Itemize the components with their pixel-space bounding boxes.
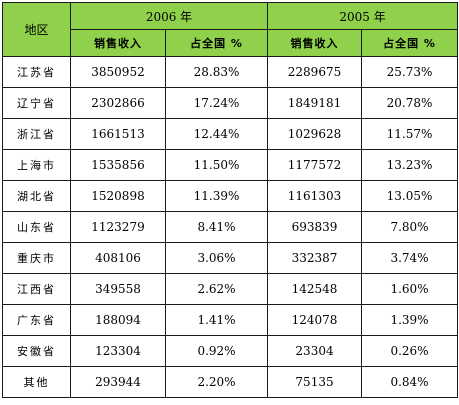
year-2005-header: 2005 年 — [267, 2, 459, 30]
table-row: 浙江省 1661513 12.44% 1029628 11.57% — [2, 118, 459, 150]
revenue-2005-cell: 23304 — [267, 335, 363, 367]
table-row: 辽宁省 2302866 17.24% 1849181 20.78% — [2, 87, 459, 119]
share-2005-cell: 3.74% — [361, 242, 459, 274]
share-2006-cell: 12.44% — [164, 118, 269, 150]
year-2006-header: 2006 年 — [69, 2, 269, 30]
revenue-2006-cell: 408106 — [70, 242, 166, 274]
table-row: 广东省 188094 1.41% 124078 1.39% — [2, 304, 459, 336]
revenue-2005-cell: 693839 — [267, 211, 363, 243]
region-cell: 辽宁省 — [2, 87, 71, 119]
share-2006-cell: 2.20% — [164, 366, 269, 398]
region-cell: 江苏省 — [2, 56, 71, 88]
share-2005-cell: 13.05% — [361, 180, 459, 212]
share-2006-cell: 3.06% — [164, 242, 269, 274]
revenue-2005-cell: 142548 — [267, 273, 363, 305]
revenue-2006-cell: 1520898 — [70, 180, 166, 212]
revenue-2005-cell: 1161303 — [267, 180, 363, 212]
region-cell: 山东省 — [2, 211, 71, 243]
share-2006-cell: 8.41% — [164, 211, 269, 243]
revenue-2006-cell: 293944 — [70, 366, 166, 398]
table-row: 其他 293944 2.20% 75135 0.84% — [2, 366, 459, 398]
table-row: 安徽省 123304 0.92% 23304 0.26% — [2, 335, 459, 367]
share-2005-cell: 20.78% — [361, 87, 459, 119]
share-2006-cell: 0.92% — [164, 335, 269, 367]
share-2005-cell: 25.73% — [361, 56, 459, 88]
revenue-2006-cell: 1535856 — [70, 149, 166, 181]
share-2005-cell: 0.84% — [361, 366, 459, 398]
revenue-2005-cell: 2289675 — [267, 56, 363, 88]
table-header: 地区 2006 年 2005 年 销售收入 占全国 % 销售收入 占全国 % — [2, 2, 459, 57]
revenue-2006-cell: 188094 — [70, 304, 166, 336]
table-row: 山东省 1123279 8.41% 693839 7.80% — [2, 211, 459, 243]
share-2005-cell: 0.26% — [361, 335, 459, 367]
region-cell: 浙江省 — [2, 118, 71, 150]
region-cell: 江西省 — [2, 273, 71, 305]
share-2006-cell: 17.24% — [164, 87, 269, 119]
region-cell: 安徽省 — [2, 335, 71, 367]
table-row: 重庆市 408106 3.06% 332387 3.74% — [2, 242, 459, 274]
revenue-2006-cell: 3850952 — [70, 56, 166, 88]
region-cell: 重庆市 — [2, 242, 71, 274]
region-cell: 湖北省 — [2, 180, 71, 212]
revenue-2006-cell: 2302866 — [70, 87, 166, 119]
share-2006-cell: 11.39% — [164, 180, 269, 212]
revenue-2006-cell: 349558 — [70, 273, 166, 305]
share-2005-cell: 7.80% — [361, 211, 459, 243]
table-row: 江西省 349558 2.62% 142548 1.60% — [2, 273, 459, 305]
share-2006-cell: 1.41% — [164, 304, 269, 336]
share-2005-cell: 1.39% — [361, 304, 459, 336]
table-body: 江苏省 3850952 28.83% 2289675 25.73% 辽宁省 2302866 1… — [2, 56, 459, 398]
revenue-2005-header: 销售收入 — [267, 29, 363, 57]
revenue-2005-cell: 1177572 — [267, 149, 363, 181]
share-2005-cell: 1.60% — [361, 273, 459, 305]
revenue-2005-cell: 75135 — [267, 366, 363, 398]
share-2005-header: 占全国 % — [361, 29, 459, 57]
share-2006-cell: 28.83% — [164, 56, 269, 88]
revenue-2006-cell: 1123279 — [70, 211, 166, 243]
revenue-2006-cell: 1661513 — [70, 118, 166, 150]
table-row: 湖北省 1520898 11.39% 1161303 13.05% — [2, 180, 459, 212]
share-2006-header: 占全国 % — [164, 29, 269, 57]
share-2005-cell: 13.23% — [361, 149, 459, 181]
revenue-2005-cell: 1849181 — [267, 87, 363, 119]
region-column-header: 地区 — [2, 2, 71, 57]
sales-table: 地区 2006 年 2005 年 销售收入 占全国 % 销售收入 占全国 % 江… — [2, 2, 459, 398]
region-cell: 广东省 — [2, 304, 71, 336]
revenue-2005-cell: 124078 — [267, 304, 363, 336]
revenue-2006-header: 销售收入 — [70, 29, 166, 57]
share-2006-cell: 2.62% — [164, 273, 269, 305]
table-row: 江苏省 3850952 28.83% 2289675 25.73% — [2, 56, 459, 88]
revenue-2006-cell: 123304 — [70, 335, 166, 367]
region-cell: 上海市 — [2, 149, 71, 181]
region-cell: 其他 — [2, 366, 71, 398]
share-2006-cell: 11.50% — [164, 149, 269, 181]
revenue-2005-cell: 332387 — [267, 242, 363, 274]
revenue-2005-cell: 1029628 — [267, 118, 363, 150]
table-row: 上海市 1535856 11.50% 1177572 13.23% — [2, 149, 459, 181]
share-2005-cell: 11.57% — [361, 118, 459, 150]
